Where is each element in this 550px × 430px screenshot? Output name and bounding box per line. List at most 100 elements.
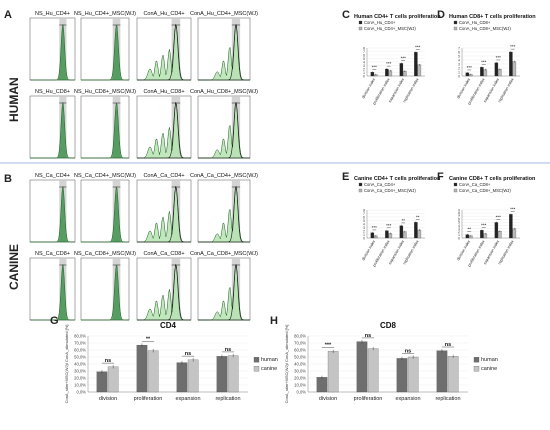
bar-G-3-s1 [176,362,188,393]
histogram-reference-outline [137,24,191,81]
histogram-frame [29,17,76,81]
histogram-distribution [81,24,129,81]
histogram-reference-outline [198,264,250,321]
significance-marker: *** [510,207,516,212]
significance-marker: ns [105,358,111,364]
legend-entry: human [261,357,278,363]
significance-marker: ** [401,218,405,223]
bar-D-2-s2 [483,69,488,77]
x-category-label: division index [361,77,376,99]
bar-chart-E: E Canine CD4+ T cells proliferation ConA_C… [342,171,441,267]
y-tick-label: 60,0% [294,347,306,352]
y-tick-label: 7 [363,50,365,54]
x-category-label: division [319,396,337,402]
y-tick-label: 7 [458,215,460,219]
bar-F-2-s1 [480,230,484,239]
row-label-canine: CANINE [7,244,21,290]
y-axis-label: ConA_stim+MSC(WJ)/ ConA_stimulated [%] [284,325,289,404]
x-category-label: division index [361,239,376,261]
bar-H-1-s2 [327,351,339,393]
y-tick-label: 30,0% [74,368,86,373]
significance-marker: *** [372,64,378,69]
y-tick-label: 5 [363,57,365,61]
significance-marker: *** [496,215,502,220]
y-tick-label: 3 [363,64,365,68]
histogram-A-4: ConA_Hu_CD4+_MSC(WJ) [190,11,258,81]
bar-G-3-s2 [187,359,199,393]
bar-C-3-s1 [399,63,404,77]
histogram-title: ConA_Hu_CD8+ [143,89,184,95]
histogram-title: NS_Hu_CD4+ [35,11,70,17]
y-tick-label: 10,0% [294,382,306,387]
bar-G-4-s1 [216,356,228,393]
chart-title: Canine CD4+ T cells proliferation [354,176,441,182]
y-tick-label: 50,0% [294,354,306,359]
chart-title: Canine CD8+ T cells proliferation [449,176,536,182]
y-tick-label: 10,0% [74,382,86,387]
legend-swatch [473,366,480,372]
chart-title: CD8 [380,321,397,330]
legend-swatch [453,26,458,31]
y-tick-label: 4 [458,58,460,62]
histogram-frame [80,17,130,81]
x-category-label: division [99,396,117,402]
significance-marker: ns [185,351,191,357]
histogram-reference-outline [137,102,191,159]
bar-E-3-s1 [399,225,404,239]
y-tick-label: 80,0% [74,333,86,338]
y-tick-label: 70,0% [294,340,306,345]
y-tick-label: 40,0% [294,361,306,366]
histogram-B-8: ConA_Ca_CD8+_MSC(WJ) [190,251,258,321]
bar-G-2-s2 [147,350,159,393]
y-tick-label: 8 [363,46,365,50]
panel-label-A: A [4,9,12,21]
legend-entry: ConA_Hu_CD4+_MSC(WJ) [364,26,416,31]
legend-entry: ConA_Hu_CD8+ [459,20,491,25]
y-tick-label: 80,0% [294,333,306,338]
legend-swatch [453,20,458,25]
histogram-title: ConA_Ca_CD8+_MSC(WJ) [190,251,258,257]
y-tick-label: 8 [458,211,460,215]
bar-H-3-s1 [396,358,408,393]
histogram-title: ConA_Hu_CD4+ [143,11,184,17]
histogram-distribution [30,264,75,321]
y-tick-label: 7 [458,46,460,50]
significance-marker: *** [325,343,332,349]
legend-entry: ConA_Ca_CD4+_MSC(WJ) [364,188,416,193]
significance-marker: *** [401,56,407,61]
y-tick-label: 6 [458,50,460,54]
legend-entry: canine [481,366,497,372]
bar-E-2-s1 [385,230,389,239]
histogram-reference-outline [137,264,191,321]
panel-label-E: E [342,171,349,183]
bar-H-1-s1 [316,377,328,393]
x-category-label: replication index [402,239,419,265]
legend-entry: ConA_Hu_CD4+ [364,20,396,25]
histogram-A-7: ConA_Hu_CD8+ [136,89,192,159]
histogram-B-5: NS_Ca_CD8+ [29,251,76,321]
bar-H-2-s1 [356,341,368,393]
bar-E-3-s2 [403,231,407,239]
panel-label-B: B [4,173,12,185]
chart-title: CD4 [160,321,177,330]
x-category-label: proliferation [134,396,163,402]
y-tick-label: 2 [363,67,365,71]
significance-marker: *** [496,55,502,60]
bar-chart-F: F Canine CD8+ T cells proliferationConA_C… [437,171,536,267]
significance-marker: *** [481,59,487,64]
histogram-distribution [81,264,129,321]
histogram-frame [29,179,76,243]
significance-marker: *** [386,223,392,228]
x-category-label: replication index [497,77,514,103]
histogram-A-6: NS_Hu_CD8+_MSC(WJ) [74,89,136,159]
y-tick-label: 0 [363,74,365,78]
x-category-label: division index [456,239,471,261]
chart-title: Human CD4+ T cells proliferation [354,14,441,20]
legend-entry: ConA_Ca_CD8+_MSC(WJ) [459,188,511,193]
histogram-title: NS_Ca_CD8+ [35,251,70,257]
legend-entry: human [481,357,498,363]
bar-H-2-s2 [367,348,379,393]
y-tick-label: 50,0% [74,354,86,359]
histogram-title: ConA_Hu_CD4+_MSC(WJ) [190,11,258,17]
